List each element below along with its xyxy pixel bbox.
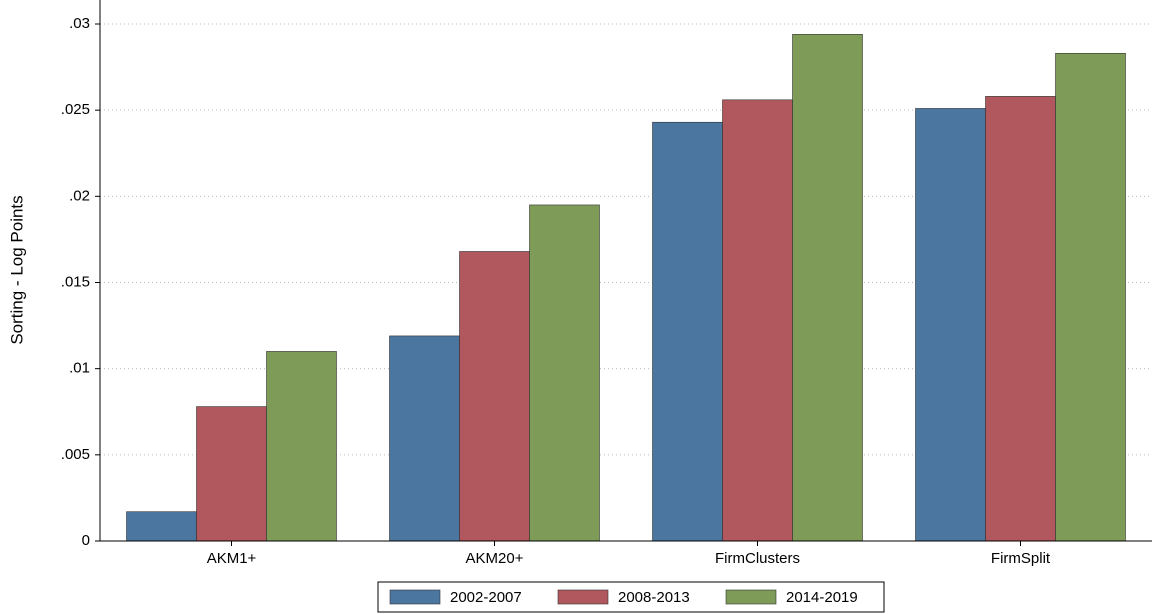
- legend-swatch: [557, 589, 609, 605]
- legend-swatch: [725, 589, 777, 605]
- bar: [915, 108, 986, 542]
- legend-label: 2002-2007: [450, 589, 522, 606]
- bar: [985, 96, 1056, 542]
- legend-box: [377, 581, 885, 613]
- bar: [459, 251, 530, 542]
- x-tick-label: FirmSplit: [991, 550, 1051, 567]
- bar: [126, 511, 197, 542]
- x-tick-label: AKM20+: [466, 550, 524, 567]
- y-axis-title: Sorting - Log Points: [7, 195, 26, 344]
- y-tick-label: 0: [82, 532, 90, 549]
- x-tick-label: AKM1+: [207, 550, 257, 567]
- bar: [722, 99, 793, 542]
- y-tick-label: .02: [69, 187, 90, 204]
- y-tick-label: .025: [61, 101, 90, 118]
- x-tick-label: FirmClusters: [715, 550, 800, 567]
- bar: [652, 121, 723, 542]
- y-tick-label: .015: [61, 273, 90, 290]
- bar: [196, 406, 267, 542]
- bar: [389, 335, 460, 542]
- y-tick-label: .03: [69, 15, 90, 32]
- y-tick-label: .005: [61, 446, 90, 463]
- bar: [792, 34, 863, 542]
- bar: [266, 351, 337, 542]
- legend-label: 2014-2019: [786, 589, 858, 606]
- y-tick-label: .01: [69, 360, 90, 377]
- legend-label: 2008-2013: [618, 589, 690, 606]
- legend-swatch: [389, 589, 441, 605]
- bar: [1055, 52, 1126, 542]
- bar: [529, 204, 600, 542]
